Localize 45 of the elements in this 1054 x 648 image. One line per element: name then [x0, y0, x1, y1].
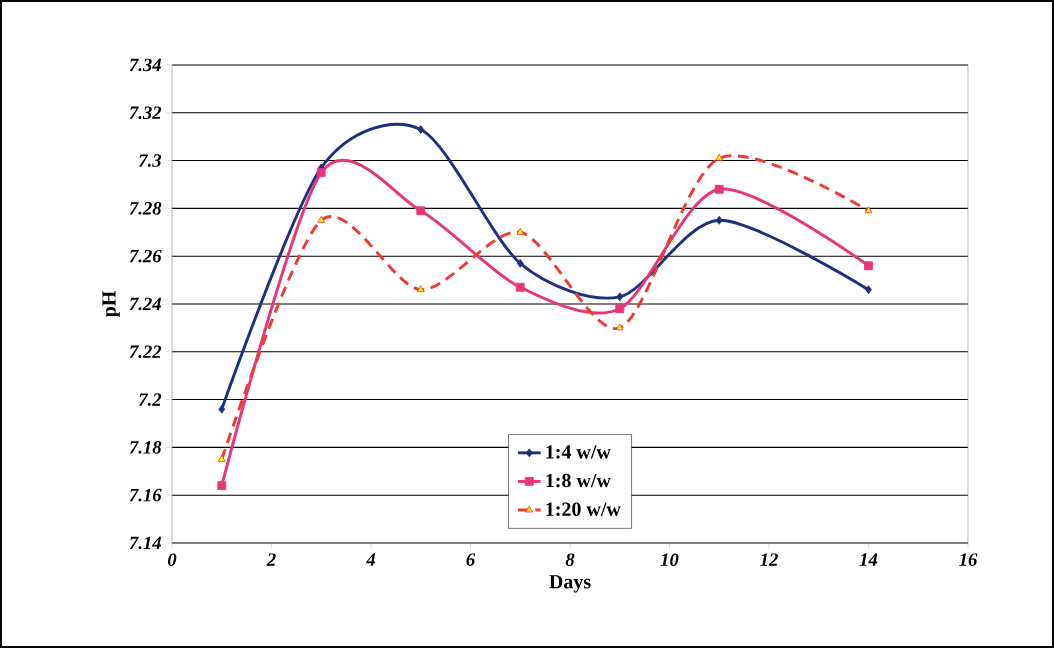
y-tick-label: 7.16	[129, 488, 162, 502]
x-tick-label: 12	[760, 553, 778, 566]
y-tick-label: 7.28	[129, 202, 162, 215]
x-tick-label: 10	[660, 553, 679, 566]
point	[417, 125, 425, 134]
point	[865, 285, 872, 295]
point	[416, 285, 425, 293]
point	[615, 304, 625, 314]
y-tick-label: 7.32	[129, 106, 162, 120]
y-axis-title: pH	[102, 290, 120, 318]
point	[715, 215, 723, 225]
point	[515, 282, 525, 292]
x-tick-label: 8	[565, 553, 575, 566]
point	[218, 404, 226, 414]
y-tick-label: 7.34	[129, 58, 162, 72]
point	[715, 153, 724, 161]
x-axis-title: Days	[549, 575, 591, 593]
y-tick-label: 7.26	[129, 249, 162, 263]
point	[317, 215, 326, 223]
point	[516, 227, 525, 235]
x-tick-label: 16	[959, 553, 978, 566]
y-tick-label: 7.2	[139, 393, 162, 406]
legend-label: 1:4 w/w	[546, 445, 611, 459]
point	[416, 206, 426, 216]
point	[217, 454, 226, 462]
point	[316, 168, 326, 177]
x-tick-label: 0	[167, 553, 177, 566]
point	[217, 481, 227, 491]
point	[616, 292, 624, 302]
point	[615, 323, 624, 331]
point	[714, 184, 724, 194]
y-tick-label: 7.14	[129, 536, 162, 550]
y-tick-label: 7.18	[129, 441, 162, 454]
y-tick-label: 7.3	[139, 154, 162, 167]
point	[864, 206, 873, 214]
y-tick-label: 7.24	[129, 297, 162, 311]
x-tick-label: 6	[466, 553, 476, 566]
legend-label: 1:8 w/w	[546, 473, 611, 488]
x-tick-label: 14	[859, 553, 878, 566]
x-tick-label: 2	[266, 553, 276, 566]
point	[864, 261, 873, 271]
y-tick-label: 7.22	[129, 345, 162, 359]
point	[516, 258, 524, 268]
x-tick-label: 4	[366, 553, 376, 566]
legend-label: 1:20 w/w	[546, 502, 621, 517]
